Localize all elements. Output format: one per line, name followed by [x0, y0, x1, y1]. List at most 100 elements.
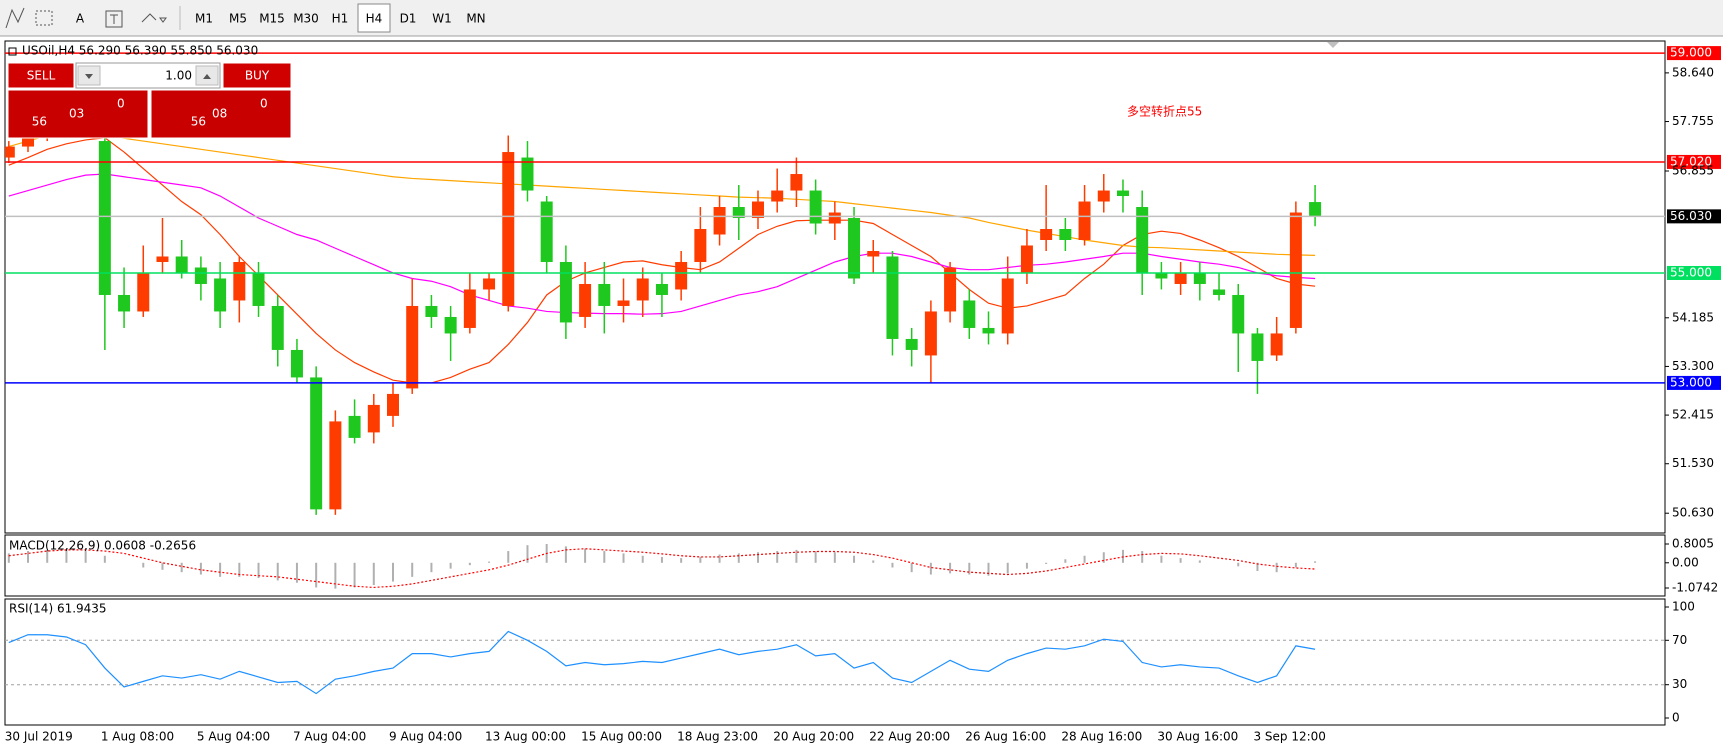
sell-button[interactable]: [7, 62, 75, 89]
candle-body: [118, 294, 131, 312]
level-label-bg: [1667, 375, 1721, 390]
candle-body: [1309, 202, 1322, 217]
candle-body: [290, 349, 303, 378]
one-click-panel: SELL 1.00 BUY 56 03 0 56 08 0: [7, 62, 292, 139]
timeframe-button[interactable]: D1: [400, 12, 417, 26]
candle-body: [636, 278, 649, 301]
candle-body: [944, 267, 957, 312]
level-label: 53.000: [1670, 375, 1712, 389]
timeframe-button[interactable]: H4: [366, 12, 383, 26]
candle-body: [982, 327, 995, 334]
candle-body: [559, 261, 572, 323]
candle-body: [175, 256, 188, 273]
grid-icon[interactable]: [35, 10, 53, 26]
y-tick-label: 100: [1672, 599, 1695, 613]
buy-label: BUY: [245, 69, 270, 83]
sell-price-small: 0: [117, 97, 125, 111]
candle-body: [463, 289, 476, 328]
candle-body: [98, 141, 111, 295]
macd-panel: [4, 534, 1666, 597]
buy-button[interactable]: [222, 62, 292, 89]
candle-body: [406, 305, 419, 389]
candle-body: [713, 207, 726, 235]
candle-body: [867, 250, 880, 257]
macd-signal: [8, 548, 1316, 589]
timeframe-button[interactable]: M5: [229, 12, 247, 26]
candle-body: [483, 278, 496, 290]
candle-body: [732, 207, 745, 219]
sell-price-box[interactable]: [7, 89, 149, 139]
timeframe-button[interactable]: W1: [432, 12, 452, 26]
candle-body: [924, 311, 937, 356]
macd-title: MACD(12,26,9) 0.0608 -0.2656: [9, 539, 196, 553]
sell-label: SELL: [27, 69, 56, 83]
y-tick-label: 0.8005: [1672, 537, 1714, 551]
candle-body: [886, 256, 899, 339]
candle-body: [694, 229, 707, 262]
timeframe-button[interactable]: MN: [466, 12, 485, 26]
candle-body: [751, 201, 764, 219]
candle-body: [675, 261, 688, 290]
buy-price-small: 0: [260, 97, 268, 111]
y-tick-label: -1.0742: [1672, 581, 1718, 595]
candle-body: [1251, 333, 1264, 361]
candle-body: [771, 190, 784, 202]
candle-body: [1078, 201, 1091, 240]
candle-body: [963, 300, 976, 328]
candle-body: [22, 135, 35, 147]
x-tick-label: 22 Aug 20:00: [869, 730, 950, 744]
timeframe-button[interactable]: M30: [293, 12, 319, 26]
buy-price-box[interactable]: [150, 89, 292, 139]
y-tick-label: 52.415: [1672, 408, 1714, 422]
candle-body: [5, 146, 15, 158]
toolbar-icons: [5, 6, 181, 30]
candle-body: [252, 272, 265, 306]
level-label: 56.030: [1670, 209, 1712, 223]
timeframe-button[interactable]: H1: [332, 12, 349, 26]
down-arrow: [85, 74, 93, 79]
lot-value: 1.00: [165, 69, 192, 83]
up-arrow: [203, 74, 211, 79]
y-tick-label: 56.855: [1672, 164, 1714, 178]
candle-body: [444, 316, 457, 334]
x-tick-label: 30 Jul 2019: [5, 730, 73, 744]
candle-body: [1020, 245, 1033, 273]
textlabel-icon[interactable]: [105, 10, 123, 28]
y-tick-label: 70: [1672, 633, 1687, 647]
candle-body: [329, 421, 342, 510]
candle-body: [540, 201, 553, 262]
x-tick-label: 5 Aug 04:00: [197, 730, 270, 744]
chart-icon[interactable]: [5, 7, 25, 29]
candle-body: [809, 190, 822, 224]
candle-body: [1213, 289, 1226, 295]
objects-icon[interactable]: [141, 13, 167, 23]
candle-body: [1289, 212, 1302, 328]
timeframe-button[interactable]: M1: [195, 12, 213, 26]
candle-body: [790, 174, 803, 191]
annotation: 多空转折点55: [1127, 104, 1202, 119]
timeframe-button[interactable]: M15: [259, 12, 285, 26]
candle-body: [1040, 229, 1053, 240]
x-tick-label: 26 Aug 16:00: [965, 730, 1046, 744]
toolbar: [0, 0, 1723, 36]
candle-body: [1116, 190, 1129, 197]
text-tool[interactable]: A: [76, 12, 85, 26]
x-tick-label: 28 Aug 16:00: [1061, 730, 1142, 744]
candle-body: [1270, 333, 1283, 356]
candle-body: [617, 300, 630, 306]
sell-price-main: 03: [69, 107, 84, 121]
symbol-icon: [8, 47, 17, 56]
level-label-bg: [1667, 209, 1721, 224]
candle-body: [387, 393, 399, 416]
y-tick-label: 53.300: [1672, 359, 1714, 373]
candle-body: [137, 272, 150, 312]
rsi-title: RSI(14) 61.9435: [9, 602, 107, 616]
rsi-panel: [4, 598, 1666, 726]
y-tick-label: 0: [1672, 711, 1680, 725]
candle-body: [828, 212, 841, 224]
candle-body: [1097, 190, 1110, 202]
level-label: 59.000: [1670, 46, 1712, 60]
candle-body: [905, 338, 918, 350]
x-tick-label: 18 Aug 23:00: [677, 730, 758, 744]
